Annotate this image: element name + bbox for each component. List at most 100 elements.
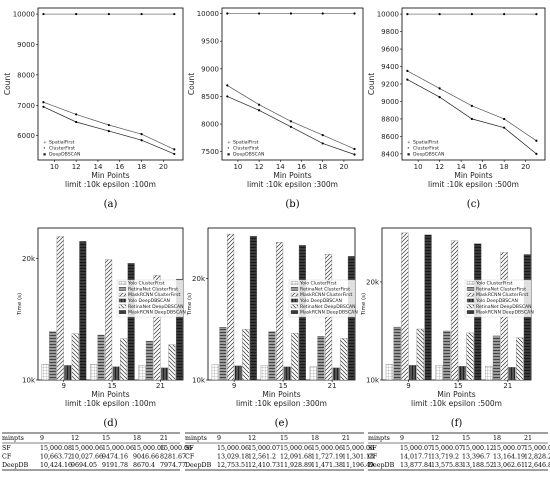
data-point — [173, 12, 176, 16]
table-cell: 13,877.84 — [400, 462, 432, 469]
legend-marker: ▪ — [407, 153, 410, 158]
bar — [97, 334, 105, 381]
data-point — [226, 95, 229, 98]
y-tick-label: 9200 — [381, 81, 399, 89]
bar — [523, 254, 531, 381]
data-point — [258, 103, 261, 106]
x-tick-label: 14 — [457, 163, 466, 171]
bar — [105, 259, 113, 381]
data-point — [353, 153, 356, 156]
table-cell: 11,196.49 — [342, 462, 374, 469]
bar — [242, 329, 250, 381]
bar — [409, 365, 417, 381]
legend-entry: Yolo ClusterFirst — [299, 281, 337, 287]
table-cell: 10,424.16 — [40, 462, 72, 469]
data-point — [438, 87, 441, 90]
x-tick-label: 18 — [137, 163, 146, 171]
table-cell: 13,062.61 — [493, 462, 525, 469]
table-header-cell: 21 — [342, 435, 350, 442]
y-axis-label: Count — [367, 73, 376, 95]
legend-entry: SpatialFirst — [233, 140, 259, 146]
table-cell: 13,575.83 — [431, 462, 463, 469]
table-cell: CF — [2, 454, 12, 461]
plot-frame — [221, 7, 364, 161]
figure-caption: (a) — [104, 199, 118, 210]
data-point — [226, 84, 229, 87]
legend-entry: SpatialFirst — [413, 140, 439, 146]
table-header-cell: 18 — [493, 435, 501, 442]
legend-swatch — [466, 304, 475, 309]
data-point — [438, 96, 441, 99]
legend-entry: RetinaNet ClusterFirst — [128, 286, 178, 292]
x-tick-label: 18 — [500, 163, 509, 171]
y-tick-label: 20k — [192, 275, 206, 283]
table-header-cell: 12 — [431, 435, 439, 442]
y-tick-label: 10000 — [377, 11, 399, 19]
table-header-cell: 18 — [133, 435, 141, 442]
chart-subtitle: limit :10k epsilon :500m — [411, 399, 502, 408]
table-cell: 15,000.06 — [280, 445, 312, 452]
table-cell: 7974.77 — [160, 462, 186, 469]
bar — [508, 367, 516, 381]
chart-subtitle: limit :10k epsilon :100m — [65, 399, 156, 408]
legend-swatch — [466, 281, 475, 285]
legend-entry: MaskRCNN ClusterFirst — [128, 292, 181, 298]
bar — [79, 241, 87, 381]
bar — [340, 338, 348, 381]
figure-caption: (d) — [103, 418, 117, 429]
y-tick-label: 6000 — [17, 132, 35, 140]
legend-entry: MaskRCNN DeepDBSCAN — [300, 310, 358, 316]
legend-marker: + — [407, 140, 411, 146]
bar — [516, 337, 524, 381]
table-cell: 15,000.06 — [71, 445, 103, 452]
table-cell: 15,000.06 — [102, 445, 134, 452]
table-cell: 13,719.2 — [431, 454, 459, 461]
table-header-cell: minpts — [368, 435, 390, 442]
bar — [332, 367, 340, 381]
data-point — [140, 12, 143, 16]
x-tick-label: 15 — [108, 382, 117, 390]
x-tick-label: 20 — [339, 163, 348, 171]
table-cell: 15,000.06 — [342, 445, 374, 452]
legend-entry: ClusterFirst — [233, 146, 259, 152]
table-cell: 15,000.08 — [524, 445, 550, 452]
y-axis-label: Time (s) — [187, 293, 193, 316]
legend-entry: RetinaNet ClusterFirst — [300, 286, 350, 292]
bar — [211, 364, 219, 381]
y-tick-label: 20k — [366, 278, 380, 286]
table-cell: 15,000.12 — [462, 445, 494, 452]
legend-marker: ▪ — [43, 153, 46, 158]
x-tick-label: 12 — [255, 163, 264, 171]
legend-entry: RetinaNet DeepDBSCAN — [476, 304, 532, 310]
legend-entry: DeepDBSCAN — [49, 152, 80, 158]
table-cell: CF — [368, 454, 378, 461]
bar — [317, 336, 325, 381]
data-point — [75, 113, 78, 116]
bar — [466, 332, 474, 381]
x-tick-label: 16 — [115, 163, 124, 171]
table-cell: 13,396.7 — [462, 454, 490, 461]
table-cell: SF — [185, 445, 194, 452]
bar — [64, 365, 72, 381]
table-cell: 8670.4 — [133, 462, 155, 469]
table-header-cell: 12 — [248, 435, 256, 442]
legend-swatch — [118, 304, 127, 309]
table-cell: 11,301.18 — [342, 454, 374, 461]
bar — [291, 333, 299, 381]
table-cell: 15,000.07 — [431, 445, 463, 452]
bar — [153, 275, 161, 381]
x-tick-label: 16 — [478, 163, 487, 171]
bar — [435, 365, 443, 381]
x-tick-label: 16 — [297, 163, 306, 171]
x-tick-label: 14 — [94, 163, 103, 171]
data-point — [321, 134, 324, 137]
table-cell: 9046.66 — [133, 454, 159, 461]
table-cell: SF — [368, 445, 377, 452]
bar — [385, 364, 394, 381]
legend-marker: • — [407, 147, 410, 152]
bar — [56, 236, 64, 381]
plot-frame — [401, 7, 546, 161]
legend-swatch — [466, 287, 475, 291]
legend-entry: MaskRCNN ClusterFirst — [476, 292, 529, 298]
x-tick-label: 10 — [414, 163, 423, 171]
